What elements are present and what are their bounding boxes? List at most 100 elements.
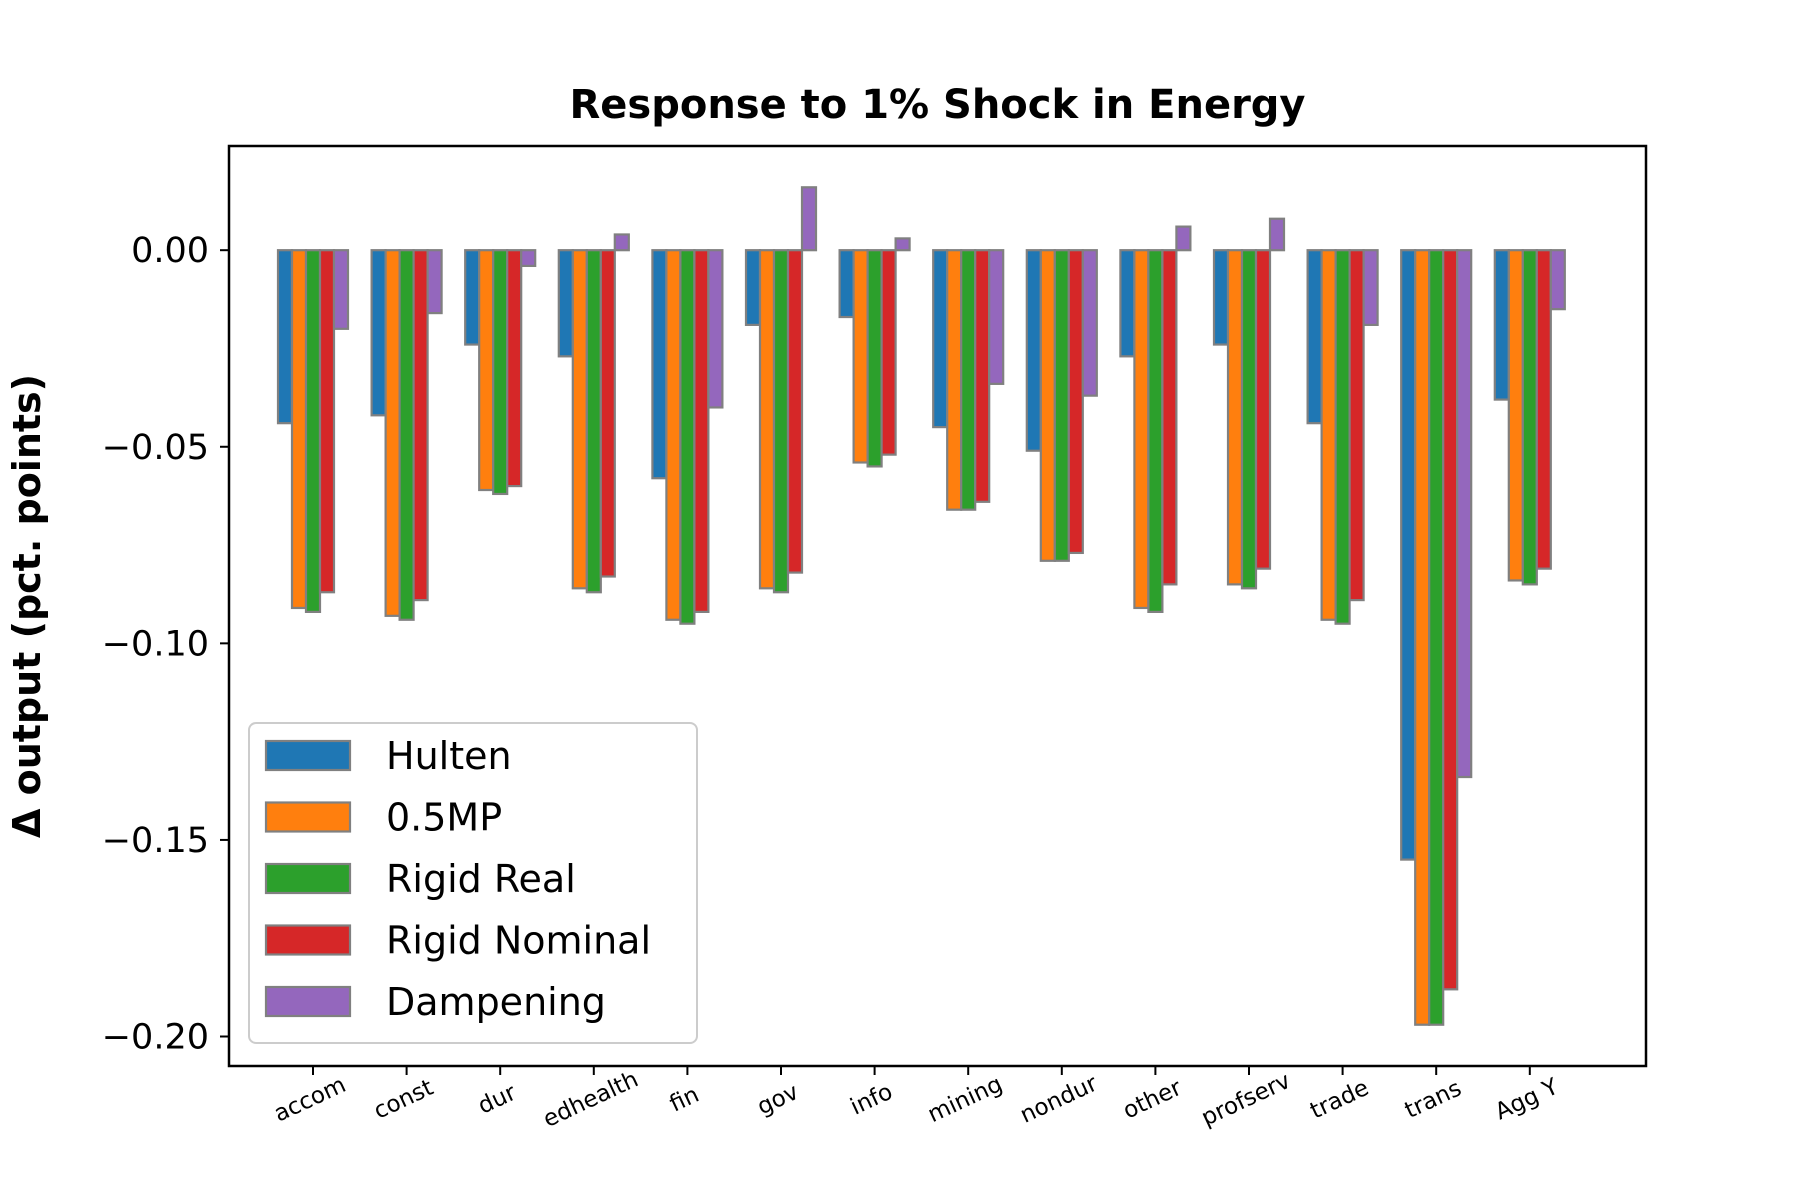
bar-hulten-mining (932, 249, 949, 429)
bar-rigid-real-trade (1334, 249, 1351, 625)
legend-swatch (264, 739, 352, 772)
x-tick-label: fin (666, 1082, 703, 1118)
legend: Hulten 0.5MP Rigid Real Rigid Nominal Dampen… (248, 722, 698, 1044)
bar-rigid-nominal-trade (1348, 249, 1365, 602)
chart-title: Response to 1% Shock in Energy (569, 82, 1305, 128)
bar-dampening-dur (520, 249, 537, 268)
bar-dampening-fin (707, 249, 724, 409)
bar-hulten-nondur (1025, 249, 1042, 452)
legend-label: Hulten (386, 734, 512, 778)
bar-rigid-real-other (1147, 249, 1164, 613)
bar-dampening-gov (800, 186, 818, 252)
bar-rigid-nominal-fin (693, 249, 710, 613)
bar-0-5mp-nondur (1039, 249, 1056, 562)
bar-hulten-edhealth (557, 249, 574, 358)
bar-dampening-edhealth (613, 233, 630, 252)
bar-rigid-nominal-info (880, 249, 897, 456)
bar-hulten-accom (276, 249, 294, 425)
bar-0-5mp-accom (290, 249, 308, 610)
plot-frame (227, 144, 1648, 1068)
bar-0-5mp-other (1133, 249, 1150, 610)
y-tick-label: −0.05 (102, 428, 209, 468)
bar-dampening-profserv (1268, 217, 1286, 252)
bar-hulten-other (1119, 249, 1136, 358)
y-tick-label: −0.15 (102, 821, 209, 861)
bar-hulten-profserv (1212, 249, 1230, 346)
bar-0-5mp-agg-y (1507, 249, 1524, 582)
bar-dampening-other (1175, 225, 1192, 252)
bar-rigid-real-edhealth (585, 249, 602, 594)
bar-hulten-info (838, 249, 855, 319)
bar-dampening-info (894, 237, 911, 252)
legend-label: Rigid Real (386, 857, 576, 901)
bar-rigid-real-agg-y (1521, 249, 1538, 586)
bar-0-5mp-edhealth (571, 249, 588, 590)
bar-rigid-nominal-trans (1442, 249, 1459, 991)
bars-layer (276, 186, 1566, 1026)
x-tick-label: info (847, 1079, 897, 1121)
bar-dampening-trans (1456, 249, 1473, 779)
legend-swatch (264, 862, 352, 895)
bar-hulten-dur (464, 249, 481, 346)
bar-hulten-trade (1306, 249, 1323, 425)
bar-rigid-nominal-edhealth (599, 249, 616, 578)
bar-rigid-real-info (866, 249, 883, 468)
bar-rigid-nominal-dur (506, 249, 523, 488)
legend-swatch (264, 924, 352, 956)
bar-0-5mp-profserv (1226, 249, 1244, 586)
bar-rigid-nominal-nondur (1067, 249, 1084, 555)
bar-hulten-gov (744, 249, 762, 326)
bar-rigid-nominal-gov (786, 249, 804, 574)
x-tick-label: trans (1401, 1075, 1466, 1124)
bar-0-5mp-trade (1320, 249, 1337, 621)
bar-rigid-real-gov (772, 249, 790, 594)
bar-rigid-real-accom (304, 249, 322, 613)
legend-label: Rigid Nominal (386, 919, 651, 963)
bar-dampening-accom (332, 249, 350, 330)
y-axis-label: Δ output (pct. points) (5, 374, 49, 838)
bar-rigid-nominal-const (412, 249, 429, 602)
bar-rigid-real-const (398, 249, 415, 621)
bar-hulten-const (370, 249, 387, 417)
bar-dampening-mining (988, 249, 1005, 385)
legend-label: Dampening (386, 980, 606, 1024)
bar-rigid-real-dur (492, 249, 509, 496)
legend-label: 0.5MP (386, 796, 502, 840)
x-tick-label: nondur (1016, 1070, 1102, 1128)
x-tick-label: trade (1306, 1075, 1373, 1124)
bar-dampening-nondur (1081, 249, 1098, 397)
x-tick-label: Agg Y (1491, 1073, 1563, 1125)
y-tick-label: −0.20 (102, 1018, 209, 1058)
bar-rigid-real-trans (1428, 249, 1445, 1026)
bar-rigid-real-profserv (1240, 249, 1258, 590)
bar-rigid-nominal-mining (974, 249, 991, 503)
x-tick-label: dur (474, 1079, 520, 1119)
y-tick-label: 0.00 (131, 231, 209, 271)
bar-0-5mp-dur (478, 249, 495, 492)
bar-rigid-real-mining (960, 249, 977, 511)
bar-dampening-trade (1362, 249, 1379, 326)
y-axis: 0.00 −0.05 −0.10 −0.15 −0.20 (102, 231, 229, 1058)
bar-rigid-nominal-other (1161, 249, 1178, 586)
x-tick-label: accom (270, 1072, 350, 1128)
bar-dampening-agg-y (1549, 249, 1566, 311)
bar-0-5mp-trans (1414, 249, 1431, 1026)
x-tick-label: profserv (1198, 1068, 1295, 1132)
x-tick-label: mining (924, 1071, 1007, 1128)
bar-rigid-nominal-agg-y (1535, 249, 1552, 570)
bar-0-5mp-info (852, 249, 869, 464)
y-tick-label: −0.10 (102, 624, 209, 664)
legend-swatch (264, 985, 352, 1018)
bar-rigid-real-fin (679, 249, 696, 625)
bar-0-5mp-const (384, 249, 401, 617)
x-axis: accom const dur edhealth fin gov info mining non… (270, 1066, 1563, 1133)
bar-dampening-const (426, 249, 443, 315)
legend-box (248, 722, 698, 1044)
bar-rigid-real-nondur (1053, 249, 1070, 562)
x-tick-label: edhealth (539, 1066, 642, 1132)
bar-hulten-agg-y (1493, 249, 1510, 401)
bar-0-5mp-mining (946, 249, 963, 511)
bar-hulten-fin (651, 249, 668, 480)
bar-rigid-nominal-profserv (1254, 249, 1272, 570)
